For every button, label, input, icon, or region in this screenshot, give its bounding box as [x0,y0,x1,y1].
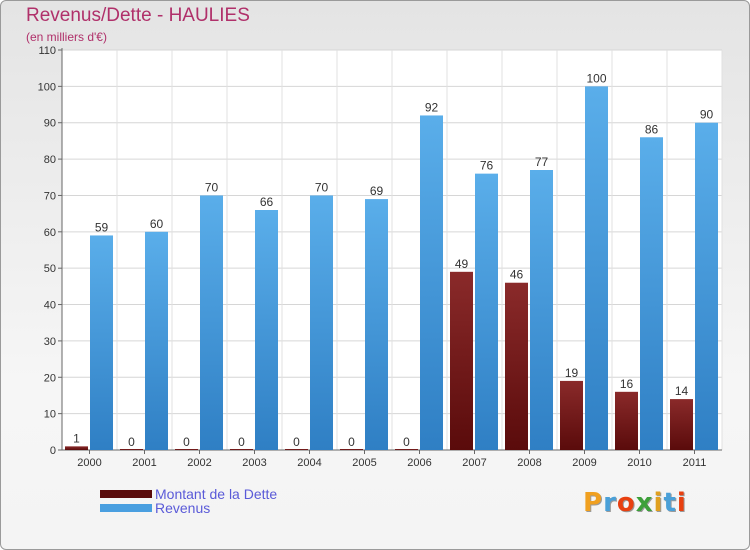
value-label-dette-2008: 46 [510,268,524,282]
bar-revenus-2005 [365,199,388,450]
y-tick-label-70: 70 [44,190,56,202]
y-tick-label-40: 40 [44,300,56,312]
logo-letter: r [603,488,617,518]
logo-letter: i [653,488,664,518]
value-label-revenus-2000: 59 [95,220,109,234]
y-tick-label-50: 50 [44,263,56,275]
bar-dette-2001 [120,449,143,450]
value-label-revenus-2004: 70 [315,180,329,194]
y-tick-label-30: 30 [44,336,56,348]
value-label-revenus-2003: 66 [260,195,274,209]
value-label-revenus-2007: 76 [480,159,494,173]
bar-dette-2011 [670,399,693,450]
value-label-revenus-2011: 90 [700,108,714,122]
x-tick-label-2007: 2007 [462,457,486,469]
bar-dette-2003 [230,449,253,450]
bar-dette-2008 [505,282,528,450]
bar-revenus-2009 [585,86,608,450]
value-label-revenus-2001: 60 [150,217,164,231]
bar-revenus-2008 [530,170,553,450]
value-label-dette-2000: 1 [73,431,80,445]
bar-revenus-2007 [475,173,498,451]
value-label-dette-2002: 0 [183,435,190,449]
bar-revenus-2002 [200,195,223,450]
chart-unit-subtitle: (en milliers d'€) [26,30,107,44]
bar-revenus-2006 [420,115,443,451]
bar-dette-2004 [285,449,308,450]
y-tick-label-110: 110 [38,45,56,57]
value-label-dette-2009: 19 [565,366,579,380]
y-tick-label-100: 100 [38,81,56,93]
value-label-dette-2006: 0 [403,435,410,449]
logo-letter: t [663,488,677,518]
value-label-revenus-2006: 92 [425,100,439,114]
value-label-dette-2003: 0 [238,435,245,449]
y-tick-label-0: 0 [50,445,56,457]
bar-revenus-2001 [145,231,168,450]
bar-revenus-2003 [255,210,278,450]
x-tick-label-2011: 2011 [683,457,707,469]
y-tick-label-80: 80 [44,154,56,166]
bar-dette-2007 [450,271,473,450]
legend-label-dette: Montant de la Dette [155,486,278,502]
logo-letter: i [676,488,687,518]
bar-dette-2000 [65,446,88,450]
bar-dette-2009 [560,380,583,450]
labels: 0 10 20 30 40 50 60 70 80 90 100 110 2000 1 59 2001 0 60 2… [38,45,714,469]
value-label-revenus-2010: 86 [645,122,659,136]
logo-letter: P [583,488,604,518]
bars [65,86,718,451]
x-tick-label-2010: 2010 [627,457,651,469]
bar-revenus-2000 [90,235,113,450]
x-tick-label-2001: 2001 [132,457,156,469]
x-tick-label-2006: 2006 [407,457,431,469]
value-label-revenus-2008: 77 [535,155,549,169]
value-label-dette-2007: 49 [455,257,469,271]
value-label-dette-2001: 0 [128,435,135,449]
value-label-revenus-2002: 70 [205,180,219,194]
bar-dette-2006 [395,449,418,450]
bar-dette-2010 [615,391,638,450]
y-tick-label-60: 60 [44,227,56,239]
y-tick-label-10: 10 [44,409,56,421]
value-label-dette-2010: 16 [620,377,634,391]
value-label-dette-2004: 0 [293,435,300,449]
logo-letter: x [635,488,654,518]
x-tick-label-2003: 2003 [242,457,266,469]
x-tick-label-2002: 2002 [187,457,211,469]
legend-swatch-dette [100,490,152,498]
y-tick-label-20: 20 [44,372,56,384]
bar-revenus-2011 [695,122,718,451]
value-label-dette-2005: 0 [348,435,355,449]
legend-label-revenus: Revenus [155,500,211,516]
y-tick-label-90: 90 [44,118,56,130]
x-tick-label-2000: 2000 [77,457,101,469]
logo-letter: o [616,488,636,518]
axes [58,48,722,454]
legend-swatch-revenus [100,504,152,512]
bar-revenus-2004 [310,195,333,450]
proxiti-logo: Proxiti [583,488,687,518]
value-label-revenus-2005: 69 [370,184,384,198]
bar-dette-2005 [340,449,363,450]
x-tick-label-2008: 2008 [517,457,541,469]
x-tick-label-2004: 2004 [297,457,321,469]
value-label-revenus-2009: 100 [586,71,606,85]
chart-title: Revenus/Dette - HAULIES [26,5,250,26]
x-tick-label-2005: 2005 [352,457,376,469]
value-label-dette-2011: 14 [675,384,689,398]
bar-revenus-2010 [640,137,663,451]
x-tick-label-2009: 2009 [572,457,596,469]
bar-dette-2002 [175,449,198,450]
